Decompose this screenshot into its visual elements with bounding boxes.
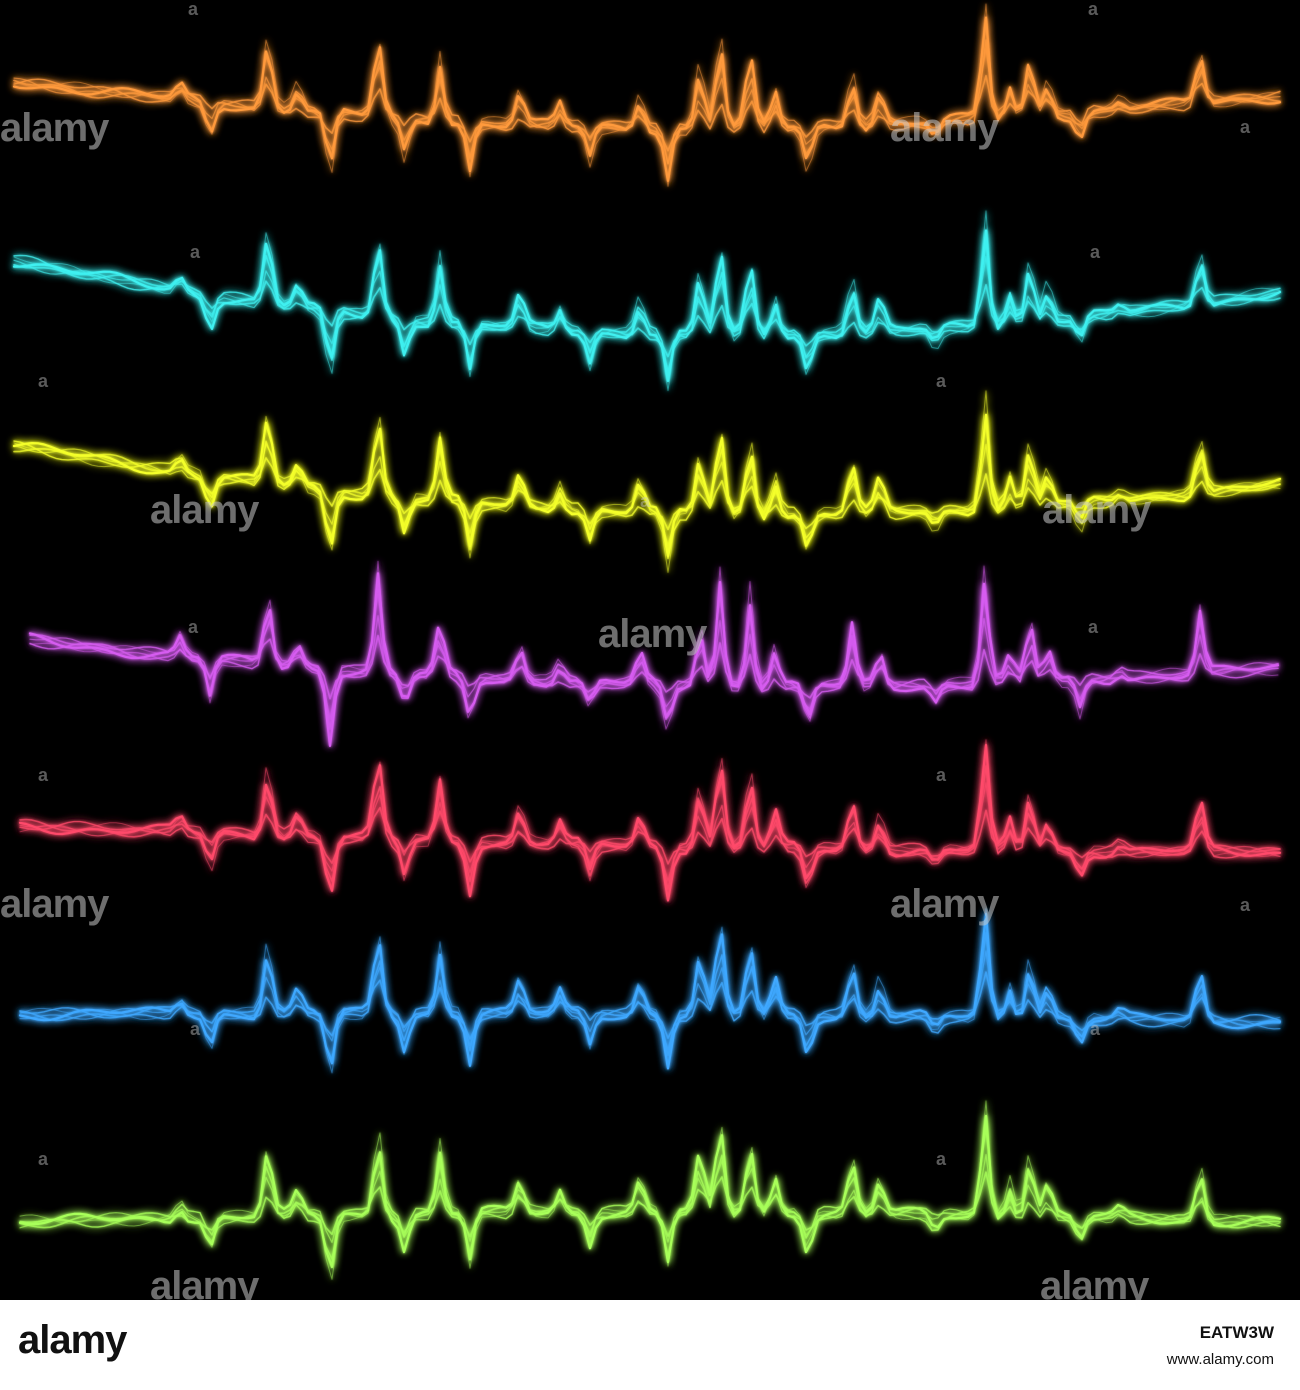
- site-url[interactable]: www.alamy.com: [1166, 1351, 1274, 1368]
- blue-wave-strand: [19, 950, 1281, 1051]
- green-wave-strand: [19, 1171, 1281, 1238]
- watermark-logo: alamy: [1040, 1264, 1149, 1308]
- watermark-symbol: a: [190, 242, 201, 262]
- magenta-wave: [28, 560, 1280, 747]
- waves-layer: [12, 3, 1282, 1280]
- watermark-symbol: a: [936, 1149, 947, 1169]
- watermark-symbol: a: [190, 1019, 201, 1039]
- watermark-symbol: a: [38, 1149, 49, 1169]
- magenta-wave-strand: [29, 615, 1279, 720]
- orange-wave: [12, 3, 1282, 187]
- watermark-logo: alamy: [150, 488, 259, 532]
- red-wave-strand: [19, 806, 1281, 865]
- red-wave-strand: [19, 739, 1281, 902]
- cyan-wave: [12, 210, 1282, 392]
- watermark-symbol: a: [1088, 617, 1099, 637]
- green-wave-strand: [19, 1154, 1281, 1244]
- blue-wave: [18, 908, 1282, 1074]
- watermark-symbol: a: [1090, 1019, 1101, 1039]
- watermark-symbol: a: [38, 371, 49, 391]
- orange-wave-strand: [13, 74, 1281, 152]
- watermark-symbol: a: [188, 617, 199, 637]
- orange-wave-strand: [13, 39, 1281, 165]
- cyan-wave-strand: [13, 256, 1281, 372]
- cyan-wave-strand: [13, 263, 1281, 358]
- blue-wave-strand: [19, 971, 1281, 1040]
- footer-logo[interactable]: alamy: [18, 1318, 127, 1362]
- watermark-logo: alamy: [598, 612, 707, 656]
- watermark-logo: alamy: [890, 882, 999, 926]
- green-wave: [18, 1100, 1282, 1280]
- orange-wave-strand: [12, 16, 1282, 182]
- watermark-symbol: a: [936, 765, 947, 785]
- watermark-symbol: a: [1090, 242, 1101, 262]
- watermark-logo: alamy: [890, 106, 999, 150]
- yellow-wave: [12, 390, 1282, 573]
- watermark-logo: alamy: [0, 106, 109, 150]
- cyan-wave-strand: [13, 210, 1281, 392]
- footer-bar: alamy EATW3W www.alamy.com: [0, 1300, 1300, 1390]
- image-id: EATW3W: [1199, 1323, 1274, 1342]
- watermark-symbol: a: [38, 765, 49, 785]
- watermark-symbol: a: [1240, 895, 1251, 915]
- green-wave-strand: [19, 1100, 1281, 1280]
- watermark-symbol: a: [1240, 117, 1251, 137]
- watermark-symbol: a: [188, 0, 199, 19]
- yellow-wave-strand: [13, 447, 1281, 531]
- magenta-wave-strand: [29, 588, 1279, 730]
- watermark-logo: alamy: [150, 1264, 259, 1308]
- yellow-wave-strand: [13, 443, 1281, 547]
- red-wave: [18, 739, 1282, 902]
- neon-waves-artwork: [0, 0, 1300, 1300]
- watermark-symbol: a: [1088, 0, 1099, 19]
- magenta-wave-strand: [29, 560, 1279, 747]
- watermark-symbol: a: [936, 371, 947, 391]
- watermark-logo: alamy: [1042, 488, 1151, 532]
- yellow-wave-strand: [13, 390, 1281, 573]
- magenta-wave-strand: [29, 634, 1279, 700]
- orange-wave-strand: [13, 48, 1281, 165]
- artwork-background: [0, 0, 1300, 1300]
- watermark-symbol: a: [640, 491, 651, 511]
- watermark-logo: alamy: [0, 882, 109, 926]
